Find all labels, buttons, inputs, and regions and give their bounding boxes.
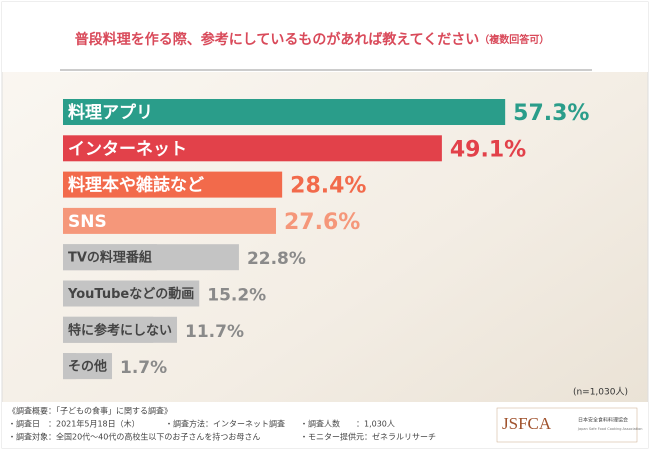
value-label: 15.2%: [207, 286, 266, 306]
footer-item: ・モニター提供元：ゼネラルリサーチ: [300, 432, 436, 442]
footer-item: ・調査方法：インターネット調査: [165, 419, 285, 429]
category-label: TVの料理番組: [68, 250, 152, 266]
bar: [63, 99, 506, 125]
value-label: 57.3%: [513, 101, 589, 126]
value-label: 28.4%: [290, 174, 366, 199]
bar: [63, 207, 276, 234]
footer-item: ・調査対象：全国20代〜40代の高校生以下のお子さんを持つお母さん: [8, 432, 260, 442]
value-label: 1.7%: [120, 358, 167, 378]
label-background: [63, 244, 157, 271]
footer-heading: 《調査概要：「子どもの食事」に関する調査》: [8, 406, 172, 416]
sample-note: (n=1,030人): [573, 387, 628, 398]
category-label: 料理アプリ: [68, 102, 153, 123]
label-background: [63, 353, 113, 380]
logo: JSFCA: [502, 414, 552, 433]
value-label: 22.8%: [247, 249, 306, 269]
logo-en: Japan Safe Food Cooking Association: [577, 427, 642, 431]
title-area: [2, 2, 648, 72]
label-background: [63, 316, 178, 343]
category-label: 特に参考にしない: [68, 322, 172, 338]
value-label: 27.6%: [284, 210, 360, 235]
bar: [63, 171, 283, 198]
category-label: その他: [68, 359, 107, 375]
logo-sub: 日本安全食料料理協会: [578, 417, 628, 424]
category-label: YouTubeなどの動画: [67, 286, 194, 302]
label-background: [63, 280, 200, 307]
category-label: SNS: [68, 212, 107, 232]
category-label: 料理本や雑誌など: [68, 175, 204, 196]
value-label: 49.1%: [450, 137, 526, 162]
footer-item: ・調査日 ：2021年5月18日（木）: [8, 419, 140, 429]
category-label: インターネット: [68, 139, 187, 159]
footer-item: ・調査人数 ：1,030人: [300, 419, 395, 429]
chart-title: 普段料理を作る際、参考にしているものがあれば教えてください（複数回答可）: [75, 31, 549, 48]
value-label: 11.7%: [185, 322, 244, 342]
bar: [63, 135, 442, 162]
logo-box: [496, 407, 638, 443]
